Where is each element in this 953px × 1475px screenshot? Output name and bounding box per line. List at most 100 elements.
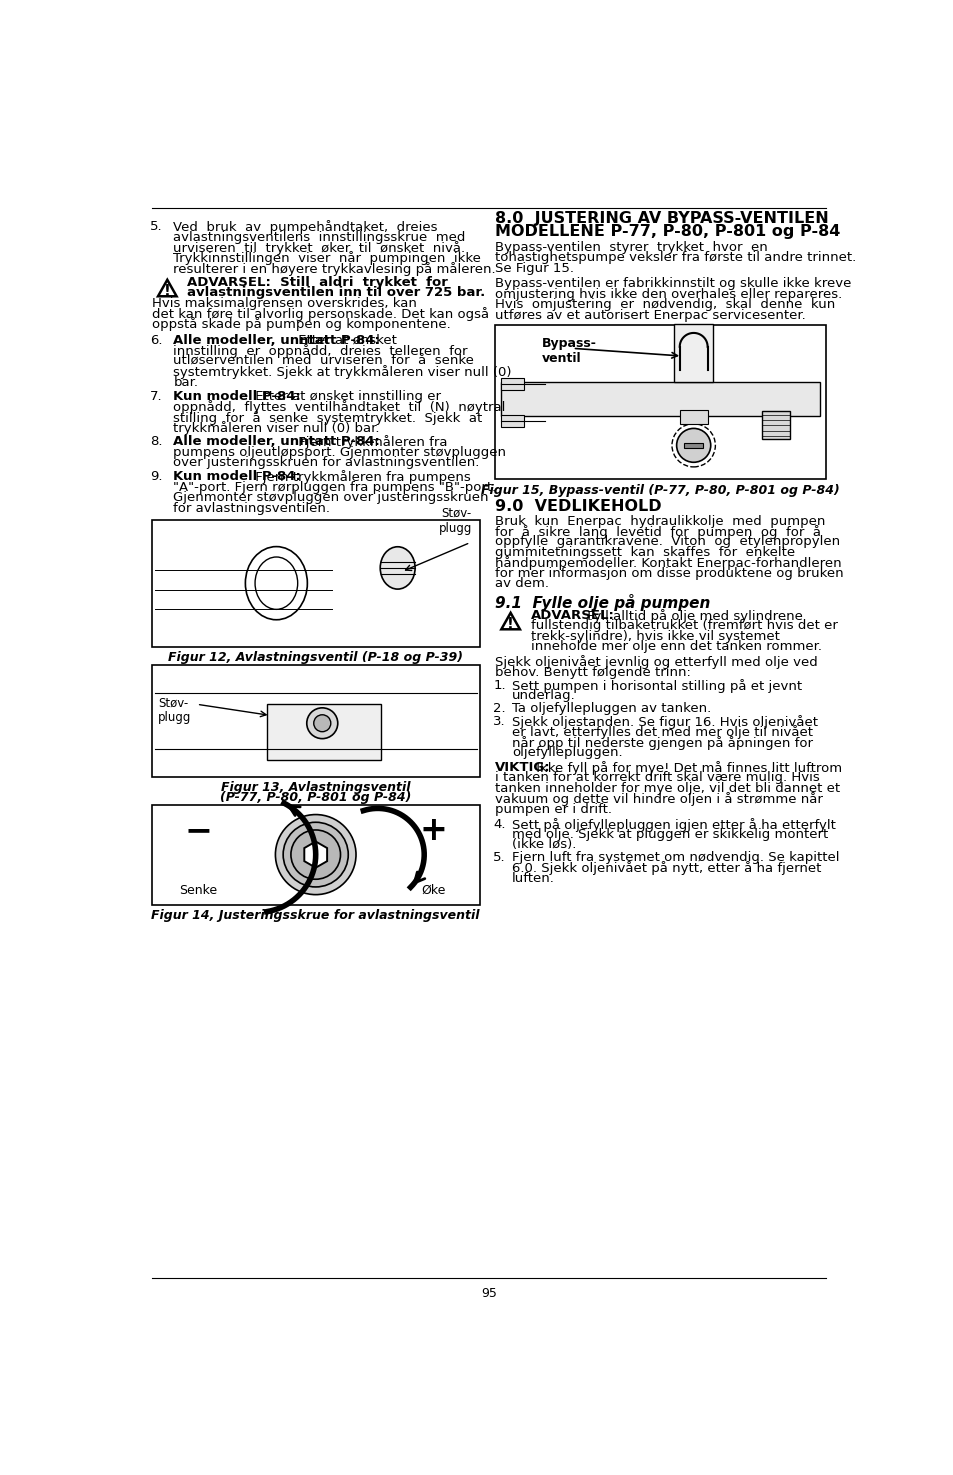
Text: Bypass-
ventil: Bypass- ventil — [541, 336, 596, 364]
Text: pumpens oljeutløpsport. Gjenmonter støvpluggen: pumpens oljeutløpsport. Gjenmonter støvp… — [173, 445, 506, 459]
Text: Ikke fyll på for mye! Det må finnes litt luftrom: Ikke fyll på for mye! Det må finnes litt… — [532, 761, 841, 774]
Text: Figur 14, Justeringsskrue for avlastningsventil: Figur 14, Justeringsskrue for avlastning… — [152, 909, 479, 922]
Text: pumpen er i drift.: pumpen er i drift. — [495, 802, 612, 816]
Text: tanken inneholder for mye olje, vil det bli dannet et: tanken inneholder for mye olje, vil det … — [495, 782, 840, 795]
Text: 9.0  VEDLIKEHOLD: 9.0 VEDLIKEHOLD — [495, 499, 661, 515]
Text: Figur 15, Bypass-ventil (P-77, P-80, P-801 og P-84): Figur 15, Bypass-ventil (P-77, P-80, P-8… — [480, 484, 839, 497]
Text: 8.: 8. — [150, 435, 162, 448]
Text: 6.0. Sjekk oljenivået på nytt, etter å ha fjernet: 6.0. Sjekk oljenivået på nytt, etter å h… — [512, 861, 821, 876]
Text: av dem.: av dem. — [495, 577, 549, 590]
Bar — [495, 324, 825, 479]
Text: −: − — [184, 814, 213, 847]
Bar — [761, 412, 789, 440]
Text: +: + — [418, 814, 447, 847]
Bar — [152, 804, 479, 904]
Text: oppstå skade på pumpen og komponentene.: oppstå skade på pumpen og komponentene. — [152, 317, 450, 332]
Polygon shape — [304, 842, 327, 867]
Bar — [500, 414, 524, 426]
Ellipse shape — [307, 708, 337, 739]
Text: Fjern luft fra systemet om nødvendig. Se kapittel: Fjern luft fra systemet om nødvendig. Se… — [512, 851, 839, 864]
Text: Trykkinnstillingen  viser  når  pumpingen  ikke: Trykkinnstillingen viser når pumpingen i… — [173, 251, 481, 266]
Text: oppfylle  garantikravene.  Viton  og  etylenpropylen: oppfylle garantikravene. Viton og etylen… — [495, 535, 840, 549]
Text: 9.: 9. — [150, 471, 162, 484]
Text: Ved  bruk  av  pumpehåndtaket,  dreies: Ved bruk av pumpehåndtaket, dreies — [173, 220, 437, 235]
Text: 3.: 3. — [493, 715, 505, 727]
Text: 95: 95 — [480, 1288, 497, 1301]
Text: systemtrykket. Sjekk at trykkmåleren viser null (0): systemtrykket. Sjekk at trykkmåleren vis… — [173, 366, 512, 379]
Text: Fjern trykkmåleren fra: Fjern trykkmåleren fra — [294, 435, 447, 450]
Bar — [679, 410, 707, 423]
Text: "A"-port. Fjern rørpluggen fra pumpens "B"-port.: "A"-port. Fjern rørpluggen fra pumpens "… — [173, 481, 497, 494]
Text: ADVARSEL:  Still  aldri  trykket  for: ADVARSEL: Still aldri trykket for — [187, 276, 448, 289]
Text: utføres av et autorisert Enerpac servicesenter.: utføres av et autorisert Enerpac service… — [495, 308, 805, 322]
Text: luften.: luften. — [512, 872, 555, 885]
Text: Bypass-ventilen er fabrikkinnstilt og skulle ikke kreve: Bypass-ventilen er fabrikkinnstilt og sk… — [495, 277, 851, 291]
Text: 4.: 4. — [493, 817, 505, 830]
Text: 6.: 6. — [150, 333, 162, 347]
Circle shape — [283, 822, 348, 886]
Text: 2.: 2. — [493, 702, 505, 715]
Text: VIKTIG:: VIKTIG: — [495, 761, 550, 774]
Text: inneholde mer olje enn det tanken rommer.: inneholde mer olje enn det tanken rommer… — [530, 640, 821, 653]
Text: Sett på oljefyllepluggen igjen etter å ha etterfylt: Sett på oljefyllepluggen igjen etter å h… — [512, 817, 835, 832]
Text: Alle modeller, unntatt P-84:: Alle modeller, unntatt P-84: — [173, 333, 380, 347]
Text: Øke: Øke — [420, 884, 445, 897]
Text: Bypass-ventilen  styrer  trykket  hvor  en: Bypass-ventilen styrer trykket hvor en — [495, 240, 767, 254]
Text: Etter at ønsket innstilling er: Etter at ønsket innstilling er — [251, 389, 440, 403]
Text: når opp til nederste gjengen på åpningen for: når opp til nederste gjengen på åpningen… — [512, 736, 812, 749]
Text: Se Figur 15.: Se Figur 15. — [495, 261, 574, 274]
Text: underlag.: underlag. — [512, 689, 576, 702]
Text: trykkmåleren viser null (0) bar.: trykkmåleren viser null (0) bar. — [173, 420, 379, 435]
Circle shape — [275, 814, 355, 895]
Text: oljefyllepluggen.: oljefyllepluggen. — [512, 746, 622, 760]
Text: med olje. Sjekk at pluggen er skikkelig montert: med olje. Sjekk at pluggen er skikkelig … — [512, 827, 827, 841]
Text: bar.: bar. — [173, 376, 198, 388]
Text: Ta oljefyllepluggen av tanken.: Ta oljefyllepluggen av tanken. — [512, 702, 711, 715]
Bar — [266, 704, 381, 760]
Text: Sjekk oljestanden. Se figur 16. Hvis oljenivået: Sjekk oljestanden. Se figur 16. Hvis olj… — [512, 715, 818, 729]
Text: Kun modell P-84:: Kun modell P-84: — [173, 471, 301, 484]
Text: Sett pumpen i horisontal stilling på et jevnt: Sett pumpen i horisontal stilling på et … — [512, 678, 801, 693]
Text: for mer informasjon om disse produktene og bruken: for mer informasjon om disse produktene … — [495, 566, 842, 580]
Bar — [683, 442, 702, 447]
Text: for avlastningsventilen.: for avlastningsventilen. — [173, 502, 330, 515]
Text: Fyll alltid på olje med sylindrene: Fyll alltid på olje med sylindrene — [583, 609, 802, 622]
Bar — [152, 665, 479, 777]
Text: 7.: 7. — [150, 389, 162, 403]
Text: 9.1  Fylle olje på pumpen: 9.1 Fylle olje på pumpen — [495, 593, 710, 611]
Text: avlastningsventilen inn til over 725 bar.: avlastningsventilen inn til over 725 bar… — [187, 286, 485, 299]
Text: omjustering hvis ikke den overhales eller repareres.: omjustering hvis ikke den overhales elle… — [495, 288, 841, 301]
Text: (ikke løs).: (ikke løs). — [512, 838, 576, 851]
Polygon shape — [286, 823, 345, 897]
Text: Figur 12, Avlastningsventil (P-18 og P-39): Figur 12, Avlastningsventil (P-18 og P-3… — [168, 652, 463, 664]
Text: over justeringsskruen for avlastningsventilen.: over justeringsskruen for avlastningsven… — [173, 456, 479, 469]
Text: 8.0  JUSTERING AV BYPASS-VENTILEN: 8.0 JUSTERING AV BYPASS-VENTILEN — [495, 211, 828, 226]
Text: Bruk  kun  Enerpac  hydraulikkolje  med  pumpen: Bruk kun Enerpac hydraulikkolje med pump… — [495, 515, 824, 528]
Text: avlastningsventilens  innstillingsskrue  med: avlastningsventilens innstillingsskrue m… — [173, 230, 465, 243]
Text: trekk-sylindre), hvis ikke vil systemet: trekk-sylindre), hvis ikke vil systemet — [530, 630, 779, 643]
Text: MODELLENE P-77, P-80, P-801 og P-84: MODELLENE P-77, P-80, P-801 og P-84 — [495, 224, 840, 239]
Circle shape — [676, 428, 710, 462]
Bar — [152, 519, 479, 646]
Text: Fjern trykkmåleren fra pumpens: Fjern trykkmåleren fra pumpens — [251, 471, 470, 484]
Text: urviseren  til  trykket  øker  til  ønsket  nivå.: urviseren til trykket øker til ønsket ni… — [173, 240, 465, 255]
Text: for  å  sikre  lang  levetid  for  pumpen  og  for  å: for å sikre lang levetid for pumpen og f… — [495, 525, 821, 538]
Text: oppnådd,  flyttes  ventilhåndtaket  til  (N)  nøytral: oppnådd, flyttes ventilhåndtaket til (N)… — [173, 400, 505, 414]
Text: behov. Benytt følgende trinn:: behov. Benytt følgende trinn: — [495, 665, 690, 678]
Bar — [500, 378, 524, 389]
Text: Figur 13, Avlastningsventil: Figur 13, Avlastningsventil — [221, 780, 410, 794]
Text: er lavt, etterfylles det med mer olje til nivået: er lavt, etterfylles det med mer olje ti… — [512, 726, 812, 739]
Circle shape — [291, 830, 340, 879]
Text: tohastighetspumpe veksler fra første til andre trinnet.: tohastighetspumpe veksler fra første til… — [495, 251, 856, 264]
Text: gummitetningssett  kan  skaffes  for  enkelte: gummitetningssett kan skaffes for enkelt… — [495, 546, 795, 559]
Text: Hvis maksimalgrensen overskrides, kan: Hvis maksimalgrensen overskrides, kan — [152, 296, 416, 310]
Text: !: ! — [164, 283, 171, 298]
Text: stilling  for  å  senke  systemtrykket.  Sjekk  at: stilling for å senke systemtrykket. Sjek… — [173, 410, 482, 425]
Text: Gjenmonter støvpluggen over justeringsskruen: Gjenmonter støvpluggen over justeringssk… — [173, 491, 489, 504]
Text: !: ! — [507, 617, 514, 631]
Text: Hvis  omjustering  er  nødvendig,  skal  denne  kun: Hvis omjustering er nødvendig, skal denn… — [495, 298, 835, 311]
Text: Støv-
plugg: Støv- plugg — [158, 696, 192, 724]
Text: fullstendig tilbaketrukket (fremført hvis det er: fullstendig tilbaketrukket (fremført hvi… — [530, 620, 837, 633]
Text: Kun modell P-84:: Kun modell P-84: — [173, 389, 301, 403]
Text: 5.: 5. — [150, 220, 162, 233]
